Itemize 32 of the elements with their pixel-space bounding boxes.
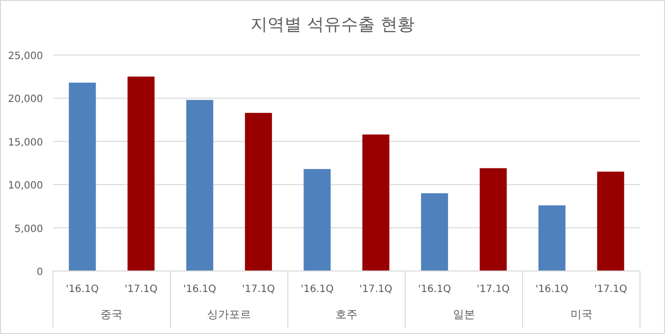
bar (68, 82, 96, 271)
series-label: '17.1Q (594, 284, 628, 295)
bar (362, 134, 390, 271)
bar (244, 112, 272, 271)
text: '17.1Q (359, 284, 392, 295)
x-tick-label: 호주 (336, 308, 358, 321)
y-tick-label: 20,000 (8, 94, 43, 106)
x-tick-label: 중국 (100, 308, 123, 321)
bar (128, 76, 155, 271)
text: '16.1Q (300, 284, 334, 295)
text: '17.1Q (242, 284, 275, 295)
text: '17.1Q (476, 284, 510, 295)
text: '16.1Q (183, 284, 216, 295)
chart-title: 지역별 석유수출 현황 (250, 15, 414, 35)
text: '16.1Q (66, 284, 99, 295)
bar (480, 168, 507, 271)
bar (186, 100, 214, 271)
bar (421, 193, 448, 271)
text: '17.1Q (124, 284, 158, 295)
y-tick-label: 15,000 (8, 137, 43, 148)
bar (597, 172, 624, 271)
text: '16.1Q (418, 284, 451, 295)
bar (304, 169, 331, 271)
y-tick-label: 0 (36, 267, 43, 278)
x-tick-label: 미국 (570, 308, 592, 321)
y-tick-label: 10,000 (8, 180, 43, 192)
series-label: '16.1Q (536, 284, 569, 295)
bar (538, 205, 566, 271)
y-tick-label: 25,000 (8, 51, 43, 62)
y-tick-label: 5,000 (14, 224, 43, 235)
x-tick-label: 일본 (452, 308, 475, 321)
x-tick-label: 싱가포르 (207, 308, 252, 321)
